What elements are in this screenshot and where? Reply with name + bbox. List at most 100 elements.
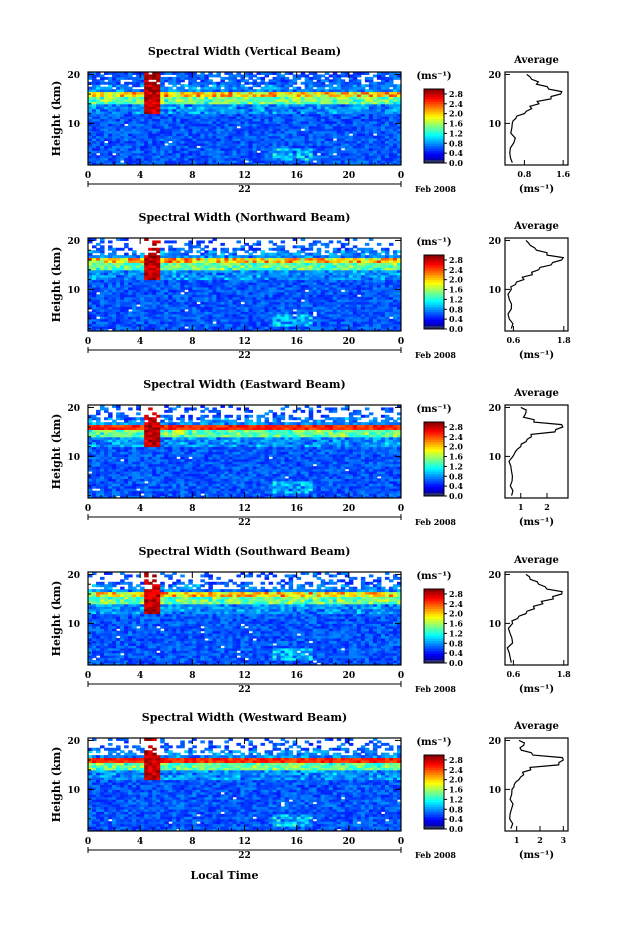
avg-x-tick-label: 1.8 <box>557 335 571 345</box>
colorbar-tick-label: 1.6 <box>449 119 463 129</box>
colorbar-segment <box>424 789 444 793</box>
colorbar-tick-label: 2.0 <box>449 609 463 619</box>
colorbar-segment <box>424 630 444 634</box>
avg-y-tick-label: 20 <box>488 71 501 81</box>
month-label: Feb 2008 <box>415 517 456 527</box>
x-tick-label: 4 <box>137 337 143 347</box>
colorbar-segment <box>424 801 444 805</box>
avg-x-tick-label: 1.6 <box>556 169 570 179</box>
colorbar-segment <box>424 782 444 785</box>
colorbar-segment <box>424 779 444 783</box>
colorbar-segment <box>424 598 444 602</box>
colorbar-segment <box>424 259 444 263</box>
avg-y-tick-label: 20 <box>488 237 501 247</box>
colorbar-segment <box>424 613 444 617</box>
panel-title: Spectral Width (Vertical Beam) <box>148 45 341 58</box>
y-tick-label: 10 <box>67 120 80 130</box>
colorbar-tick-label: 1.6 <box>449 619 463 629</box>
colorbar-segment <box>424 431 444 435</box>
colorbar-segment <box>424 145 444 149</box>
x-tick-label: 4 <box>137 504 143 514</box>
avg-y-tick-label: 10 <box>488 286 501 296</box>
month-label: Feb 2008 <box>415 184 456 194</box>
colorbar-segment <box>424 658 444 661</box>
colorbar-tick-label: 2.4 <box>449 432 463 442</box>
colorbar-segment <box>424 106 444 110</box>
colorbar-segment <box>424 623 444 627</box>
colorbar-tick-label: 0.0 <box>449 824 463 834</box>
heatmap <box>88 738 402 832</box>
avg-frame <box>504 737 569 832</box>
avg-title: Average <box>513 388 559 399</box>
avg-unit-label: (ms⁻¹) <box>519 517 554 528</box>
colorbar-segment <box>424 483 444 487</box>
colorbar-tick-label: 0.4 <box>449 648 463 658</box>
colorbar-segment <box>424 255 444 258</box>
colorbar-segment <box>424 272 444 276</box>
day-label: 22 <box>238 851 251 861</box>
colorbar-segment <box>424 426 444 430</box>
x-tick-label: 0 <box>85 504 91 514</box>
panel-1: Spectral Width (Northward Beam) 20 10 Heigh… <box>50 211 571 361</box>
colorbar-segment <box>424 429 444 433</box>
colorbar-segment <box>424 299 444 303</box>
colorbar-tick-label: 2.4 <box>449 99 463 109</box>
colorbar-segment <box>424 126 444 129</box>
x-tick-label: 0 <box>398 337 404 347</box>
y-axis-label: Height (km) <box>50 81 63 157</box>
y-tick-label: 20 <box>67 404 80 414</box>
colorbar-segment <box>424 589 444 592</box>
colorbar-segment <box>424 478 444 482</box>
avg-x-tick-label: 2 <box>537 835 543 845</box>
y-tick-label: 10 <box>67 620 80 630</box>
colorbar-segment <box>424 101 444 105</box>
avg-profile-line <box>509 73 563 163</box>
colorbar-unit: (ms⁻¹) <box>416 71 451 82</box>
colorbar-segment <box>424 772 444 776</box>
colorbar-segment <box>424 468 444 472</box>
colorbar-tick-label: 0.8 <box>449 471 463 481</box>
x-tick-label: 0 <box>85 837 91 847</box>
avg-profile-line <box>507 239 565 329</box>
colorbar-min-segment <box>424 660 444 663</box>
colorbar-tick-label: 0.0 <box>449 324 463 334</box>
x-tick-label: 4 <box>137 837 143 847</box>
heatmap <box>88 238 402 332</box>
colorbar-segment <box>424 289 444 293</box>
colorbar-segment <box>424 155 444 159</box>
colorbar-segment <box>424 653 444 656</box>
day-label: 22 <box>238 518 251 528</box>
colorbar-tick-label: 0.0 <box>449 158 463 168</box>
colorbar-segment <box>424 257 444 261</box>
avg-x-tick-label: 1.8 <box>557 669 571 679</box>
colorbar-tick-label: 1.6 <box>449 785 463 795</box>
avg-x-tick-label: 0.6 <box>506 335 520 345</box>
heatmap <box>88 572 402 666</box>
colorbar-segment <box>424 799 444 803</box>
colorbar-tick-label: 0.8 <box>449 804 463 814</box>
colorbar-segment <box>424 461 444 465</box>
colorbar-tick-label: 2.8 <box>449 589 463 599</box>
colorbar-segment <box>424 135 444 139</box>
x-tick-label: 0 <box>398 671 404 681</box>
colorbar-segment <box>424 635 444 639</box>
colorbar-tick-label: 0.8 <box>449 638 463 648</box>
colorbar-tick-label: 0.4 <box>449 814 463 824</box>
colorbar-segment <box>424 319 444 322</box>
x-tick-label: 20 <box>343 837 356 847</box>
colorbar-segment <box>424 591 444 595</box>
colorbar-segment <box>424 491 444 494</box>
y-tick-label: 20 <box>67 71 80 81</box>
colorbar-segment <box>424 140 444 144</box>
avg-unit-label: (ms⁻¹) <box>519 684 554 695</box>
colorbar-segment <box>424 476 444 480</box>
avg-title: Average <box>513 55 559 66</box>
colorbar-segment <box>424 626 444 629</box>
avg-x-tick-label: 3 <box>561 835 567 845</box>
colorbar-tick-label: 0.0 <box>449 658 463 668</box>
x-tick-label: 0 <box>398 837 404 847</box>
panel-title: Spectral Width (Westward Beam) <box>142 711 347 724</box>
colorbar-segment <box>424 787 444 790</box>
colorbar-segment <box>424 153 444 156</box>
avg-x-tick-label: 1 <box>514 835 520 845</box>
